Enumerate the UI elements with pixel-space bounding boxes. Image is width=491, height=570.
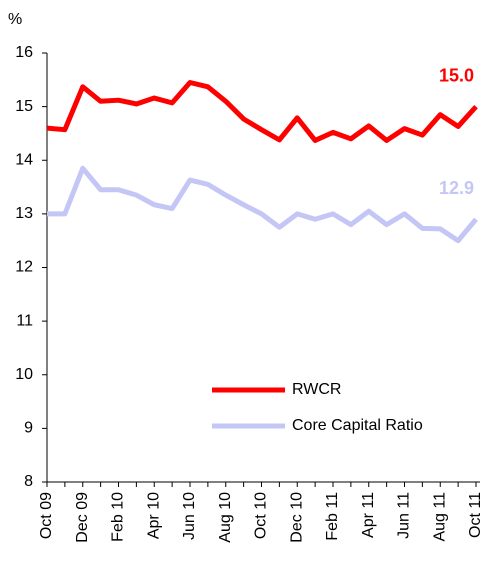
x-tick-label: Dec 10: [288, 492, 305, 543]
y-tick-label: 11: [16, 312, 33, 329]
legend-label: RWCR: [292, 381, 341, 398]
y-tick-label: 10: [15, 366, 33, 383]
x-tick-label: Oct 09: [38, 492, 55, 539]
x-tick-label: Feb 11: [324, 492, 341, 541]
y-unit: %: [8, 11, 22, 28]
y-tick-label: 9: [24, 420, 33, 437]
data-line: [46, 79, 478, 143]
x-tick-label: Aug 11: [431, 492, 448, 542]
x-tick-label: Apr 11: [360, 492, 377, 538]
y-tick-label: 13: [15, 205, 33, 222]
y-tick-label: 15: [15, 98, 33, 115]
x-tick-label: Dec 09: [74, 492, 91, 543]
y-tick-label: 8: [24, 473, 33, 490]
x-tick-label: Jun 10: [181, 492, 198, 540]
y-tick-label: 14: [15, 151, 33, 168]
x-tick-label: Oct 10: [253, 492, 270, 539]
legend-label: Core Capital Ratio: [292, 417, 423, 434]
x-tick-label: Aug 10: [217, 492, 234, 543]
value-label: 12.9: [439, 178, 474, 198]
y-tick-label: 16: [15, 44, 33, 61]
x-tick-label: Jun 11: [396, 492, 413, 539]
x-tick-label: Oct 11: [467, 492, 484, 538]
value-label: 15.0: [439, 65, 474, 85]
x-tick-label: Feb 10: [110, 492, 127, 542]
data-line: [47, 165, 478, 244]
x-tick-label: Apr 10: [145, 492, 162, 539]
y-tick-label: 12: [15, 259, 33, 276]
